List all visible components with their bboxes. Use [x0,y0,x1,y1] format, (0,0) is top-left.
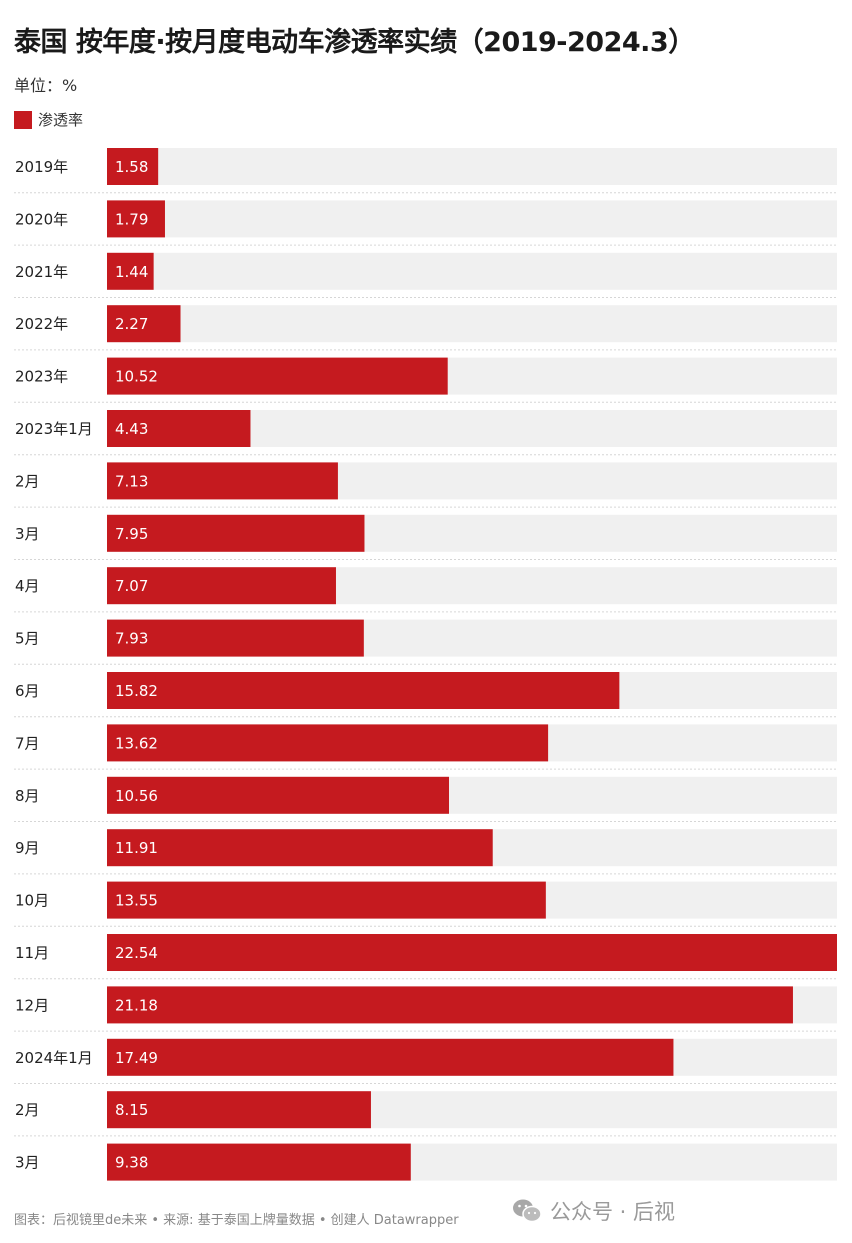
bar [107,567,336,605]
value-label: 13.55 [115,892,158,910]
value-label: 11.91 [115,839,158,857]
category-label: 2022年 [15,315,68,333]
bar [107,881,546,919]
bar [107,410,251,447]
category-label: 4月 [15,577,40,595]
category-label: 2023年 [15,368,68,386]
wechat-icon [513,1199,542,1223]
bar [107,934,837,971]
value-label: 4.43 [115,420,148,438]
value-label: 9.38 [115,1154,148,1172]
bar [107,1038,674,1076]
value-label: 7.07 [115,577,148,595]
category-label: 2月 [15,472,40,490]
value-label: 7.93 [115,630,148,648]
value-label: 22.54 [115,944,158,962]
bar [107,305,181,343]
value-label: 1.44 [115,263,148,281]
bar [107,357,448,395]
value-label: 10.56 [115,787,158,805]
bar [107,986,793,1024]
bar [107,724,549,762]
legend-label: 渗透率 [38,111,84,129]
bar-track [107,200,837,238]
value-label: 10.52 [115,368,158,386]
legend-swatch [14,110,32,129]
bar [107,619,364,657]
category-label: 2023年1月 [15,420,93,438]
category-label: 2019年 [15,158,68,176]
category-label: 3月 [15,1154,40,1172]
bar-track [107,305,837,343]
value-label: 8.15 [115,1101,148,1119]
category-label: 2024年1月 [15,1049,93,1067]
bar-track [107,148,837,185]
bar-track [107,252,837,290]
value-label: 17.49 [115,1049,158,1067]
bar [107,1143,411,1181]
category-label: 6月 [15,682,40,700]
watermark-text: 公众号 · 后视 [550,1200,676,1224]
category-label: 9月 [15,839,40,857]
value-label: 7.95 [115,525,148,543]
value-label: 7.13 [115,472,148,490]
bar [107,776,450,814]
bar [107,672,620,709]
category-label: 2020年 [15,210,68,228]
watermark: 公众号 · 后视 [512,1196,675,1226]
category-label: 10月 [15,892,49,910]
value-label: 15.82 [115,682,158,700]
category-label: 3月 [15,525,40,543]
chart-title: 泰国 按年度·按月度电动车渗透率实绩（2019-2024.3） [14,27,695,58]
category-label: 2021年 [15,263,68,281]
bar-chart: 2019年 1.58 2020年 1.79 2021年 1.44 2022年 2.27 2023… [14,148,837,1181]
category-label: 7月 [15,734,40,752]
unit-label: 单位：% [14,76,78,95]
category-label: 2月 [15,1101,40,1119]
source-footer: 图表：后视镜里de未来 • 来源: 基于泰国上牌量数据 • 创建人 Datawr… [14,1213,459,1228]
bar [107,514,365,552]
value-label: 2.27 [115,315,148,333]
bar [107,829,493,867]
value-label: 1.58 [115,158,148,176]
legend: 渗透率 [14,109,83,130]
bar [107,1091,371,1129]
value-label: 13.62 [115,734,158,752]
category-label: 5月 [15,630,40,648]
bar [107,200,165,238]
category-label: 8月 [15,787,40,805]
value-label: 1.79 [115,210,148,228]
category-label: 11月 [15,944,49,962]
bar [107,252,154,290]
bar [107,148,159,185]
category-label: 12月 [15,996,49,1014]
bar [107,462,338,500]
value-label: 21.18 [115,996,158,1014]
